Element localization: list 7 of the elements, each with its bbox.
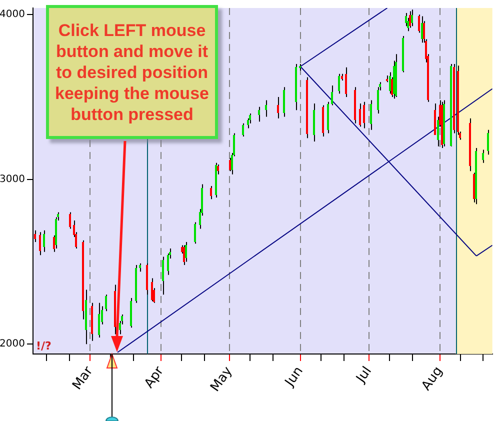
note-box: Click LEFT mouse button and move it to desired position keeping the mouse button pressed bbox=[46, 5, 218, 139]
annotation: !/? bbox=[36, 339, 52, 352]
y-tick-label: 4000 bbox=[0, 9, 25, 20]
x-tick-label: Jun bbox=[282, 364, 306, 390]
x-tick-label: Jul bbox=[353, 364, 375, 386]
y-tick-label: 3000 bbox=[0, 174, 25, 185]
y-tick-label: 2000 bbox=[0, 338, 25, 350]
